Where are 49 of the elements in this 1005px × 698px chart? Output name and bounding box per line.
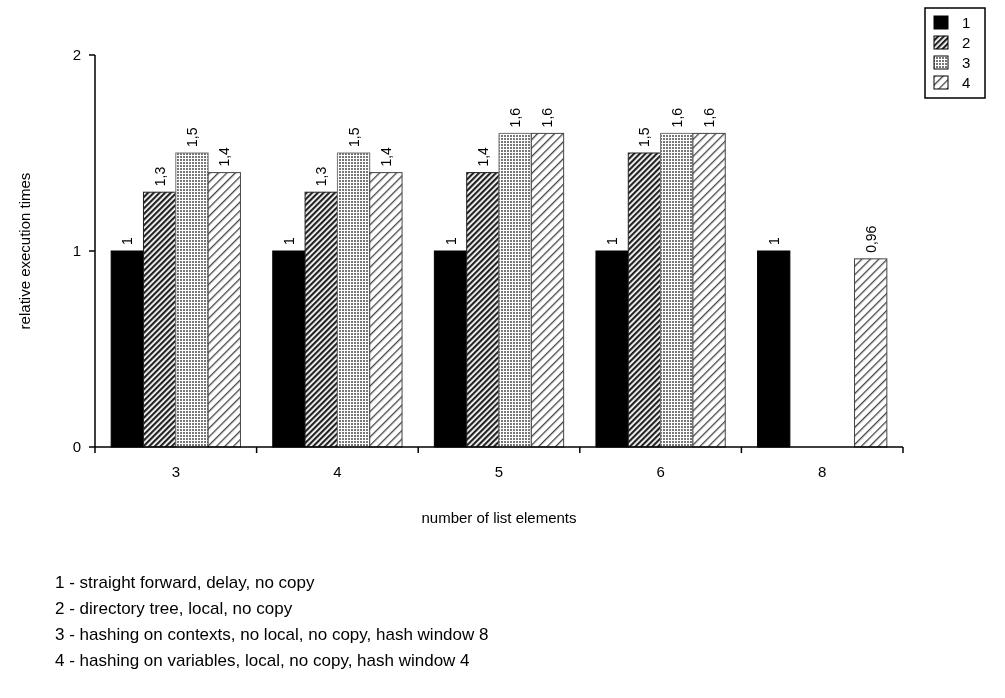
bar xyxy=(175,152,209,448)
data-label: 1,6 xyxy=(701,107,718,128)
data-label: 1,5 xyxy=(183,127,200,147)
data-label: 1,6 xyxy=(507,107,524,128)
data-label: 1 xyxy=(604,237,621,245)
x-tick-label: 5 xyxy=(494,463,504,480)
legend-label: 3 xyxy=(962,54,971,71)
x-tick-label: 3 xyxy=(171,463,180,480)
y-tick-label: 0 xyxy=(72,438,81,455)
data-label: 0,96 xyxy=(862,225,879,253)
bar xyxy=(207,172,241,448)
data-label: 1 xyxy=(442,237,459,245)
y-axis-title: relative execution times xyxy=(16,172,33,330)
data-label: 1 xyxy=(765,237,782,245)
bar xyxy=(854,258,888,448)
x-axis-title: number of list elements xyxy=(421,509,577,526)
bar xyxy=(466,172,500,448)
data-label: 1,4 xyxy=(377,146,394,167)
bar xyxy=(336,152,371,448)
data-label: 1,5 xyxy=(345,127,362,147)
bar xyxy=(142,191,177,448)
bar xyxy=(530,132,565,448)
data-label: 1 xyxy=(280,237,297,245)
bar xyxy=(627,152,662,448)
data-label: 1,6 xyxy=(539,107,556,128)
data-label: 1,3 xyxy=(313,166,330,187)
legend-label: 1 xyxy=(962,14,971,31)
y-tick-label: 2 xyxy=(72,46,81,63)
data-label: 1,6 xyxy=(668,107,685,128)
x-tick-label: 8 xyxy=(818,463,827,480)
legend-label: 2 xyxy=(962,34,971,51)
data-label: 1,3 xyxy=(151,166,168,187)
text: 4 - hashing on variables, local, no copy, hash window 4 xyxy=(55,651,470,670)
data-label: 1 xyxy=(119,237,136,245)
data-label: 1,4 xyxy=(216,146,233,167)
text: 3 - hashing on contexts, no local, no copy, hash window 8 xyxy=(55,625,489,644)
bar xyxy=(498,132,532,448)
bar xyxy=(660,132,694,448)
y-tick-label: 1 xyxy=(72,242,81,259)
data-label: 1,5 xyxy=(636,127,653,147)
text: 2 - directory tree, local, no copy xyxy=(55,599,293,618)
x-tick-label: 6 xyxy=(656,463,665,480)
text: 1 - straight forward, delay, no copy xyxy=(55,573,316,592)
data-label: 1,4 xyxy=(474,146,491,167)
bar xyxy=(692,132,726,448)
x-tick-label: 4 xyxy=(333,463,342,480)
bar xyxy=(304,191,338,448)
legend-label: 4 xyxy=(962,74,971,91)
bar xyxy=(369,172,403,448)
